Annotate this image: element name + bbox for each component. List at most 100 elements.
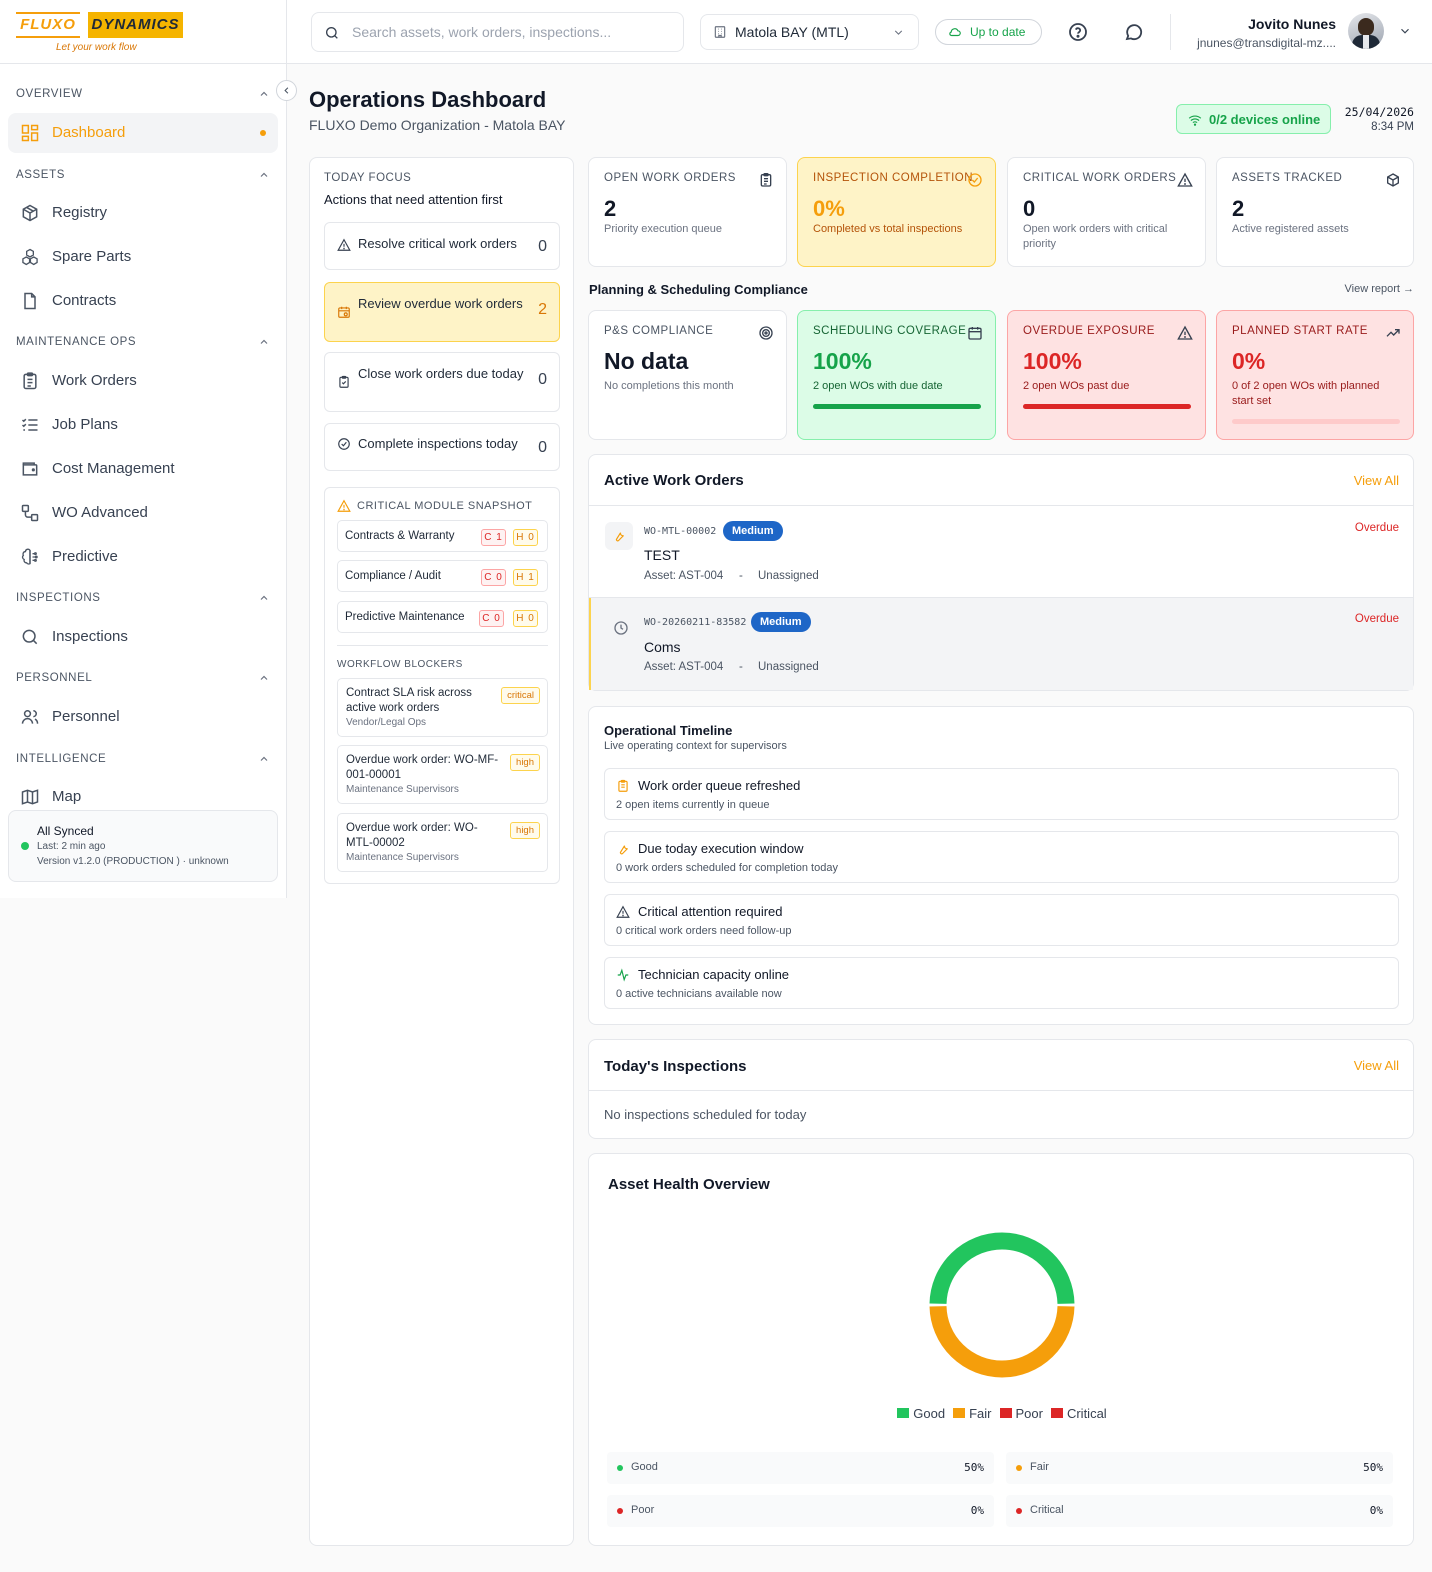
sidebar-item-registry[interactable]: Registry — [8, 193, 278, 233]
blocker-owner: Maintenance Supervisors — [346, 852, 459, 863]
sidebar-item-label: Personnel — [52, 708, 120, 725]
progress-track — [1023, 404, 1191, 409]
snapshot-row[interactable]: Compliance / Audit C 0 H 1 — [337, 560, 548, 592]
sidebar-section-assets[interactable]: ASSETS — [16, 169, 65, 181]
work-order-asset: Asset: AST-004 — [644, 570, 724, 582]
user-menu[interactable]: Jovito Nunes jnunes@transdigital-mz.... — [1170, 12, 1432, 54]
kpi-assets-tracked[interactable]: ASSETS TRACKED 2 Active registered asset… — [1216, 157, 1414, 267]
workflow-blocker[interactable]: Contract SLA risk across active work ord… — [337, 678, 548, 737]
focus-item-critical[interactable]: Resolve critical work orders 0 — [324, 222, 560, 270]
high-count-tag: H 0 — [513, 610, 538, 627]
legend-item-fair[interactable]: Fair — [953, 1406, 992, 1421]
timeline-item-detail: 0 critical work orders need follow-up — [616, 925, 792, 937]
chat-icon[interactable] — [1122, 20, 1146, 44]
box-icon — [1385, 172, 1401, 188]
health-row-fair: Fair 50% — [1006, 1452, 1393, 1484]
sidebar-section-overview[interactable]: OVERVIEW — [16, 88, 83, 100]
sync-status-pill[interactable]: Up to date — [935, 19, 1042, 45]
compliance-label: P&S COMPLIANCE — [604, 325, 714, 337]
workflow-blocker[interactable]: Overdue work order: WO-MTL-00002 Mainten… — [337, 813, 548, 872]
sidebar-section-personnel[interactable]: PERSONNEL — [16, 672, 93, 684]
compliance-card-ps[interactable]: P&S COMPLIANCE No data No completions th… — [588, 310, 787, 440]
overdue-status: Overdue — [1354, 613, 1399, 625]
panel-subtitle: Live operating context for supervisors — [604, 740, 787, 752]
sidebar-section-maintenance-ops[interactable]: MAINTENANCE OPS — [16, 336, 137, 348]
snapshot-module-name: Predictive Maintenance — [345, 611, 465, 623]
search-input[interactable] — [352, 13, 672, 51]
divider — [589, 597, 1413, 598]
brand-logo[interactable]: FLUXO DYNAMICS Let your work flow — [16, 12, 196, 56]
sidebar-item-label: Registry — [52, 204, 108, 221]
blocker-owner: Maintenance Supervisors — [346, 784, 459, 795]
kpi-open-work-orders[interactable]: OPEN WORK ORDERS 2 Priority execution qu… — [588, 157, 787, 267]
help-icon[interactable] — [1066, 20, 1090, 44]
priority-badge: Medium — [751, 612, 811, 632]
focus-item-inspections[interactable]: Complete inspections today 0 — [324, 423, 560, 471]
sidebar-item-predictive[interactable]: Predictive — [8, 537, 278, 577]
compliance-card-scheduling[interactable]: SCHEDULING COVERAGE 100% 2 open WOs with… — [797, 310, 996, 440]
timeline-item[interactable]: Due today execution window 0 work orders… — [604, 831, 1399, 883]
snapshot-row[interactable]: Predictive Maintenance C 0 H 0 — [337, 601, 548, 633]
focus-item-due-today[interactable]: Close work orders due today 0 — [324, 352, 560, 412]
sidebar-item-map[interactable]: Map — [8, 777, 278, 817]
workflow-blocker[interactable]: Overdue work order: WO-MF-001-00001 Main… — [337, 745, 548, 804]
focus-item-overdue[interactable]: Review overdue work orders 2 — [324, 282, 560, 342]
divider — [589, 1090, 1413, 1091]
view-report-link[interactable]: View report → — [1344, 283, 1415, 295]
chevron-up-icon[interactable] — [258, 88, 270, 100]
timeline-item[interactable]: Technician capacity online 0 active tech… — [604, 957, 1399, 1009]
sidebar-item-personnel[interactable]: Personnel — [8, 697, 278, 737]
box-icon — [20, 203, 40, 223]
snapshot-row[interactable]: Contracts & Warranty C 1 H 0 — [337, 520, 548, 552]
sidebar-item-inspections[interactable]: Inspections — [8, 617, 278, 657]
sidebar-item-spare-parts[interactable]: Spare Parts — [8, 237, 278, 277]
priority-badge: Medium — [723, 521, 783, 541]
sidebar-item-label: Spare Parts — [52, 248, 132, 265]
focus-item-text: Complete inspections today — [358, 436, 518, 451]
view-all-work-orders-link[interactable]: View All — [1353, 473, 1399, 488]
sidebar-item-label: Inspections — [52, 628, 128, 645]
chevron-up-icon[interactable] — [258, 336, 270, 348]
collapse-sidebar-button[interactable] — [276, 80, 297, 101]
compliance-value: 100% — [1023, 348, 1082, 374]
sidebar-section-intelligence[interactable]: INTELLIGENCE — [16, 753, 107, 765]
compliance-card-planned-start[interactable]: PLANNED START RATE 0% 0 of 2 open WOs wi… — [1216, 310, 1414, 440]
global-search[interactable] — [311, 12, 684, 52]
compliance-value: 100% — [813, 348, 872, 374]
sidebar-item-wo-advanced[interactable]: WO Advanced — [8, 493, 278, 533]
severity-badge: high — [510, 822, 540, 839]
view-all-inspections-link[interactable]: View All — [1353, 1058, 1399, 1073]
compliance-card-overdue[interactable]: OVERDUE EXPOSURE 100% 2 open WOs past du… — [1007, 310, 1206, 440]
work-order-id: WO-20260211-83582 — [644, 617, 747, 628]
site-selector[interactable]: Matola BAY (MTL) — [700, 14, 919, 50]
chevron-up-icon[interactable] — [258, 169, 270, 181]
sync-status-dot — [21, 842, 29, 850]
timeline-item[interactable]: Critical attention required 0 critical w… — [604, 894, 1399, 946]
sidebar-item-dashboard[interactable]: Dashboard — [8, 113, 278, 153]
legend-item-critical[interactable]: Critical — [1050, 1406, 1107, 1421]
sidebar-item-cost-management[interactable]: Cost Management — [8, 449, 278, 489]
kpi-inspection-completion[interactable]: INSPECTION COMPLETION 0% Completed vs to… — [797, 157, 996, 267]
chart-legend: Good Fair Poor Critical — [589, 1406, 1415, 1424]
chevron-up-icon[interactable] — [258, 592, 270, 604]
legend-item-good[interactable]: Good — [897, 1406, 945, 1421]
grid-icon — [20, 123, 40, 143]
donut-slice-good[interactable] — [929, 1232, 1075, 1305]
panel-title: Operational Timeline — [604, 723, 733, 738]
focus-item-count: 0 — [538, 238, 547, 255]
sidebar-item-job-plans[interactable]: Job Plans — [8, 405, 278, 445]
donut-slice-fair[interactable] — [929, 1305, 1075, 1378]
devices-online-badge[interactable]: 0/2 devices online — [1176, 104, 1331, 134]
sidebar-item-work-orders[interactable]: Work Orders — [8, 361, 278, 401]
work-order-row[interactable]: WO-20260211-83582 Medium Coms Asset: AST… — [589, 598, 1413, 690]
timeline-item[interactable]: Work order queue refreshed 2 open items … — [604, 768, 1399, 820]
kpi-critical-work-orders[interactable]: CRITICAL WORK ORDERS 0 Open work orders … — [1007, 157, 1206, 267]
sidebar-item-contracts[interactable]: Contracts — [8, 281, 278, 321]
legend-item-poor[interactable]: Poor — [999, 1406, 1043, 1421]
chevron-up-icon[interactable] — [258, 753, 270, 765]
chevron-up-icon[interactable] — [258, 672, 270, 684]
sidebar-section-inspections[interactable]: INSPECTIONS — [16, 592, 101, 604]
sidebar-item-label: Contracts — [52, 292, 117, 309]
page-subtitle: FLUXO Demo Organization - Matola BAY — [309, 117, 566, 133]
work-order-row[interactable]: WO-MTL-00002 Medium TEST Asset: AST-004 … — [590, 506, 1413, 597]
